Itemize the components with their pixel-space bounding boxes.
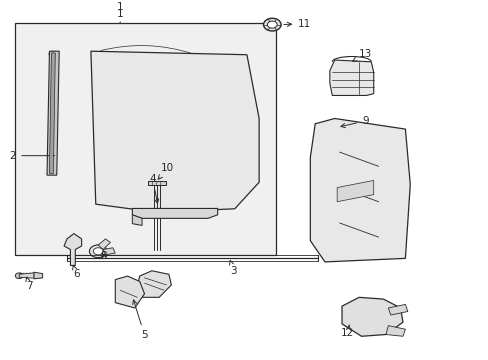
Polygon shape	[47, 51, 59, 175]
Circle shape	[378, 145, 387, 152]
Text: 12: 12	[341, 325, 354, 338]
Circle shape	[93, 248, 103, 255]
Polygon shape	[148, 181, 165, 185]
Circle shape	[319, 137, 330, 146]
Polygon shape	[98, 239, 110, 249]
Polygon shape	[91, 51, 259, 212]
Text: 11: 11	[283, 19, 311, 28]
Circle shape	[146, 211, 153, 216]
Circle shape	[160, 179, 170, 186]
Text: 5: 5	[132, 300, 147, 340]
Text: 1: 1	[117, 2, 123, 12]
Circle shape	[320, 241, 329, 248]
Circle shape	[320, 216, 329, 223]
Text: 9: 9	[340, 116, 368, 127]
Text: 8: 8	[100, 251, 106, 261]
Circle shape	[356, 308, 380, 326]
Text: 6: 6	[72, 265, 80, 279]
Circle shape	[202, 211, 208, 216]
Bar	[15, 23, 276, 255]
Polygon shape	[132, 215, 142, 225]
Circle shape	[380, 188, 390, 195]
Circle shape	[380, 226, 390, 234]
Polygon shape	[310, 118, 409, 262]
Text: 1: 1	[117, 9, 123, 23]
Polygon shape	[336, 180, 373, 202]
Text: 10: 10	[158, 163, 174, 179]
Polygon shape	[341, 297, 402, 336]
Polygon shape	[34, 272, 42, 279]
Circle shape	[267, 21, 277, 28]
Text: 3: 3	[229, 260, 237, 276]
Circle shape	[134, 219, 141, 224]
Polygon shape	[19, 273, 34, 278]
Text: 7: 7	[25, 277, 32, 291]
Polygon shape	[132, 208, 217, 219]
Polygon shape	[137, 271, 171, 297]
Circle shape	[49, 51, 57, 57]
Text: 2: 2	[10, 151, 54, 161]
Circle shape	[317, 174, 327, 180]
Text: 4: 4	[149, 174, 159, 203]
Polygon shape	[387, 305, 407, 315]
Circle shape	[263, 18, 281, 31]
Polygon shape	[385, 326, 405, 336]
Polygon shape	[329, 60, 373, 95]
Circle shape	[89, 245, 107, 258]
Circle shape	[187, 211, 194, 216]
Polygon shape	[49, 53, 55, 174]
Circle shape	[362, 312, 374, 321]
Polygon shape	[64, 234, 81, 265]
Circle shape	[15, 273, 23, 279]
Text: 13: 13	[352, 49, 371, 61]
Polygon shape	[115, 276, 144, 308]
Polygon shape	[103, 248, 115, 255]
